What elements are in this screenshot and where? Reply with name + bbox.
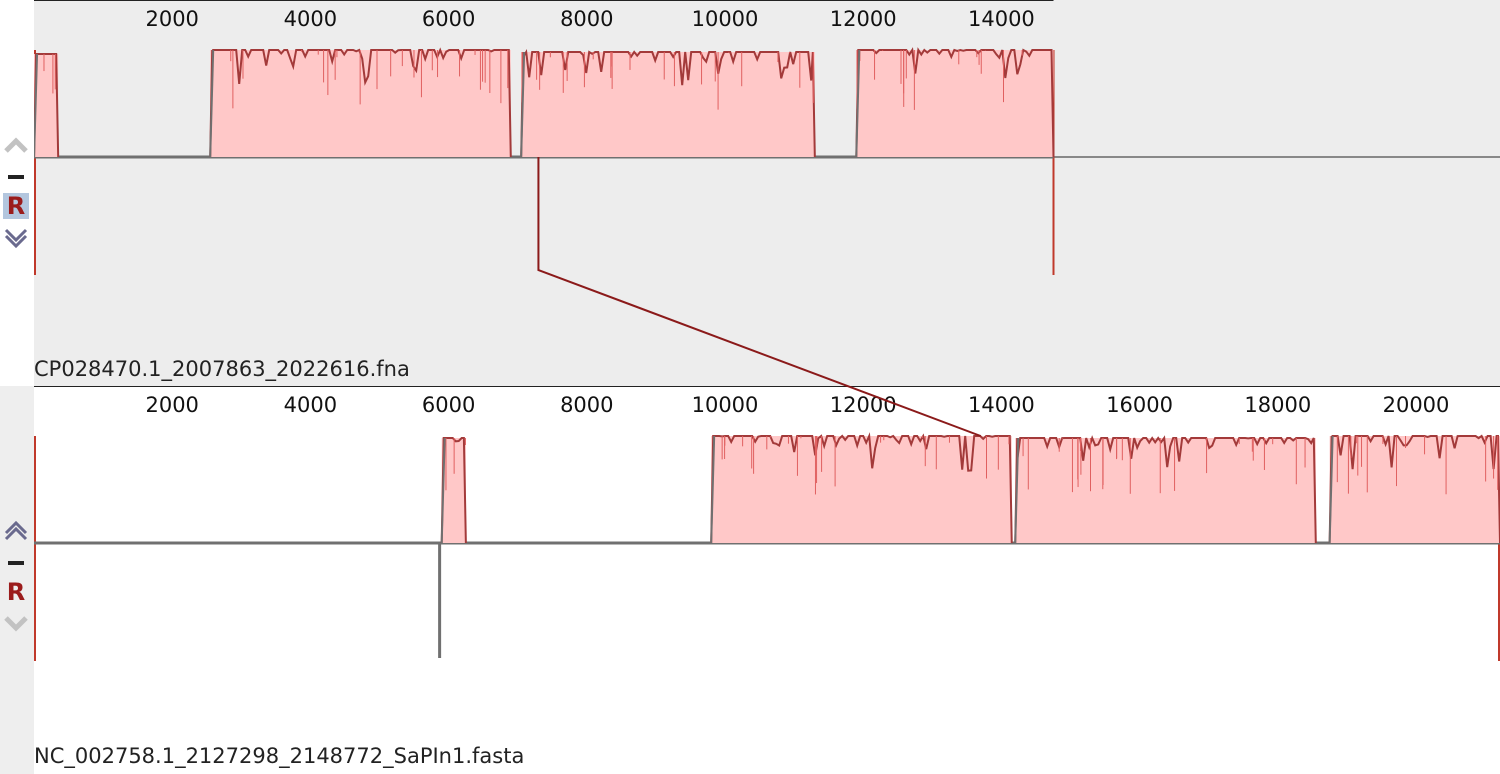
segment-edge	[520, 51, 526, 158]
move-up-glyph	[4, 137, 28, 153]
sequence-track-top[interactable]: 2000 4000 6000 8000 10000 12000 14000	[33, 0, 1500, 386]
genome-panel-top: R 2000 4000 6000 8000 10000 12000 14000 CP0284…	[0, 0, 1500, 386]
segment-profile	[209, 47, 512, 158]
ruler-tick-label: 12000	[830, 7, 897, 31]
ruler-tick-label: 6000	[422, 393, 475, 417]
similarity-segment[interactable]	[1014, 435, 1317, 544]
ruler-tick-label: 18000	[1244, 393, 1311, 417]
genome-panel-bottom: R 2000 4000 6000 8000 10000 12000 14000 16000 18…	[0, 386, 1500, 774]
segment-fill	[856, 50, 1054, 157]
ruler-tick-label: 8000	[560, 7, 613, 31]
similarity-segment[interactable]	[33, 53, 60, 158]
sequence-name-bottom: NC_002758.1_2127298_2148772_SaPIn1.fasta	[34, 744, 525, 768]
r-button[interactable]: R	[6, 578, 26, 606]
similarity-plot-top[interactable]: 2000 4000 6000 8000 10000 12000 14000	[33, 0, 1500, 386]
ruler-tick-label: 20000	[1383, 393, 1450, 417]
segment-edge	[33, 53, 39, 158]
segment-edge	[440, 437, 446, 544]
segment-fill	[521, 52, 815, 157]
move-up-icon[interactable]	[3, 519, 29, 545]
similarity-segment[interactable]	[209, 47, 512, 158]
move-up-glyph	[4, 520, 28, 541]
segment-edge	[1328, 435, 1334, 544]
hide-track-icon[interactable]	[3, 164, 29, 190]
segment-fill	[34, 54, 59, 157]
similarity-segment[interactable]	[855, 47, 1055, 158]
panel-controls-bottom: R	[0, 386, 34, 774]
segment-edge	[1014, 437, 1020, 544]
ruler-tick-label: 14000	[968, 393, 1035, 417]
ruler-tick-label: 2000	[145, 7, 198, 31]
ruler-tick-label: 10000	[692, 7, 759, 31]
hide-track-icon[interactable]	[3, 550, 29, 576]
ruler-tick-label: 6000	[422, 7, 475, 31]
panel-controls-top: R	[0, 0, 34, 386]
similarity-plot-bottom[interactable]: 2000 4000 6000 8000 10000 12000 14000 16000 1800…	[34, 386, 1500, 774]
ruler-tick-label: 10000	[692, 393, 759, 417]
move-down-glyph	[4, 616, 28, 632]
ruler-tick-label: 2000	[145, 393, 198, 417]
r-button[interactable]: R	[3, 193, 29, 219]
similarity-segment[interactable]	[440, 437, 467, 544]
ruler-tick-label: 12000	[830, 393, 897, 417]
ruler-tick-label: 4000	[284, 7, 337, 31]
move-down-glyph	[4, 228, 28, 249]
ruler-tick-label: 8000	[560, 393, 613, 417]
segment-edge	[710, 435, 716, 544]
segment-edge	[209, 49, 215, 158]
similarity-segment[interactable]	[520, 48, 816, 158]
segment-fill	[1329, 436, 1500, 543]
similarity-segment[interactable]	[1328, 434, 1500, 544]
segment-profile	[1328, 434, 1500, 544]
ruler-tick-label: 16000	[1106, 393, 1173, 417]
move-down-icon[interactable]	[3, 224, 29, 250]
sequence-track-bottom[interactable]: 2000 4000 6000 8000 10000 12000 14000 16000 1800…	[34, 386, 1500, 774]
ruler-tick-label: 4000	[284, 393, 337, 417]
sequence-name-top: CP028470.1_2007863_2022616.fna	[34, 357, 410, 381]
similarity-segment[interactable]	[710, 432, 1013, 544]
move-down-icon[interactable]	[3, 610, 29, 636]
segment-edge	[855, 49, 861, 158]
move-up-icon[interactable]	[3, 133, 29, 159]
ruler-tick-label: 14000	[968, 7, 1035, 31]
